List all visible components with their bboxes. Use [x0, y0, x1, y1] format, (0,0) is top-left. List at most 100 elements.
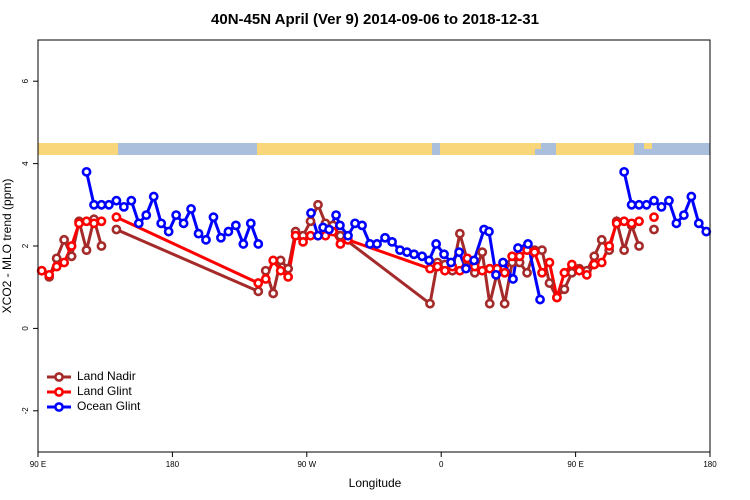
y-tick-label: 6: [21, 78, 30, 83]
data-point: [649, 195, 659, 206]
data-point: [499, 298, 510, 309]
data-point: [581, 269, 592, 280]
data-point: [649, 224, 659, 235]
data-point: [111, 224, 122, 235]
x-tick-label: 0: [439, 460, 444, 469]
data-point: [491, 269, 501, 280]
data-point: [634, 241, 644, 251]
data-point: [537, 267, 547, 278]
data-point: [604, 241, 615, 251]
data-point: [216, 232, 226, 243]
land-band: [556, 143, 634, 155]
data-point: [148, 191, 159, 202]
data-point: [268, 288, 279, 299]
data-point: [559, 284, 570, 295]
data-point: [535, 294, 545, 305]
data-point: [208, 212, 219, 223]
data-point: [81, 245, 92, 256]
x-axis-label: Longitude: [349, 476, 402, 490]
data-point: [409, 249, 419, 260]
data-point: [499, 267, 510, 278]
data-point: [51, 261, 62, 272]
data-point: [484, 226, 494, 237]
data-point: [156, 218, 167, 229]
data-point: [178, 218, 189, 229]
data-point: [96, 241, 107, 251]
data-point: [596, 234, 607, 245]
data-point: [118, 201, 129, 212]
data-point: [81, 166, 92, 177]
data-point: [81, 216, 92, 227]
data-point: [626, 218, 637, 229]
y-tick-label: -2: [21, 407, 30, 415]
data-point: [664, 195, 674, 206]
data-point: [626, 199, 637, 210]
data-point: [656, 201, 667, 212]
data-point: [425, 263, 435, 274]
data-point: [484, 263, 495, 274]
data-point: [619, 245, 630, 256]
data-point: [163, 226, 174, 237]
data-point: [484, 298, 495, 309]
data-point: [201, 234, 211, 245]
data-point: [566, 267, 577, 278]
data-point: [51, 253, 62, 264]
data-point: [596, 257, 607, 268]
data-point: [544, 257, 555, 268]
data-point: [678, 210, 689, 220]
data-point: [44, 269, 55, 280]
data-point: [513, 243, 523, 253]
plot-area: [36, 166, 712, 309]
land-band: [257, 143, 432, 155]
land-band: [535, 143, 541, 149]
data-point: [559, 267, 570, 278]
data-point: [529, 247, 540, 258]
data-point: [305, 230, 316, 241]
data-point: [186, 204, 196, 214]
x-tick-label: 90 E: [567, 460, 583, 469]
data-point: [171, 210, 182, 220]
data-point: [324, 224, 334, 235]
data-point: [193, 228, 204, 239]
data-point: [574, 265, 585, 276]
data-point: [552, 292, 562, 303]
x-tick-label: 180: [703, 460, 717, 469]
data-point: [335, 220, 345, 231]
data-point: [424, 255, 435, 266]
data-point: [425, 298, 435, 309]
data-point: [477, 265, 488, 276]
land-ocean-strip: [38, 143, 710, 155]
data-point: [537, 245, 547, 256]
data-point: [343, 230, 353, 241]
data-point: [331, 210, 341, 220]
data-point: [432, 261, 443, 272]
data-point: [313, 230, 323, 241]
data-point: [611, 218, 622, 229]
data-point: [306, 208, 316, 218]
y-axis-label: XCO2 - MLO trend (ppm): [0, 179, 14, 314]
data-point: [74, 218, 84, 229]
data-point: [66, 241, 77, 251]
data-point: [111, 212, 122, 223]
data-point: [275, 265, 286, 276]
data-point: [59, 257, 70, 268]
data-point: [387, 236, 397, 247]
data-point: [59, 234, 70, 245]
data-point: [619, 216, 630, 227]
data-point: [439, 249, 449, 260]
data-point: [89, 199, 99, 210]
data-point: [36, 265, 47, 276]
data-point: [260, 265, 271, 276]
data-point: [566, 259, 577, 270]
data-point: [283, 263, 294, 274]
data-point: [126, 195, 137, 206]
data-point: [649, 212, 659, 223]
data-point: [260, 274, 271, 284]
data-point: [268, 255, 279, 266]
data-point: [431, 239, 442, 249]
data-point: [372, 239, 382, 249]
data-point: [507, 251, 518, 262]
x-tick-label: 90 W: [297, 460, 316, 469]
data-point: [104, 199, 114, 210]
